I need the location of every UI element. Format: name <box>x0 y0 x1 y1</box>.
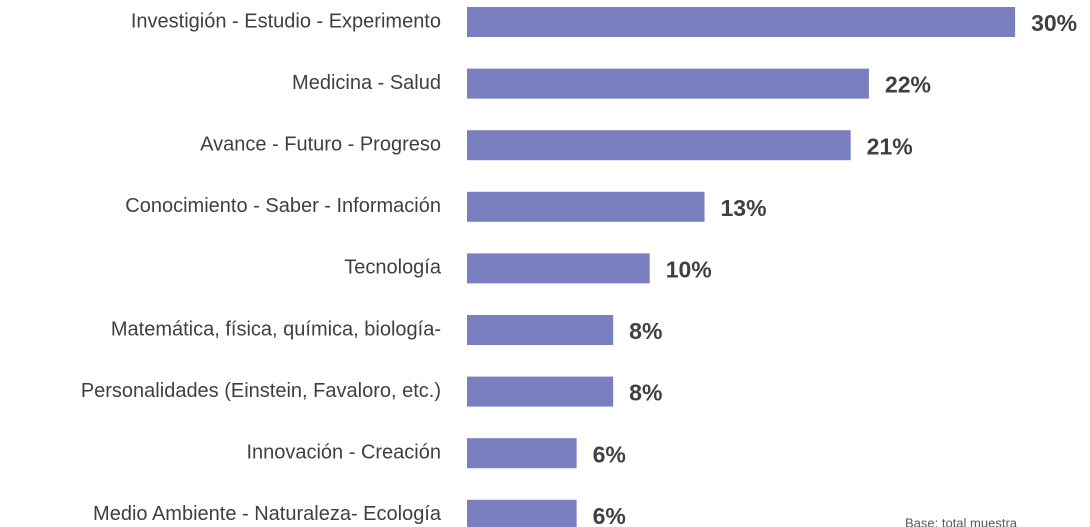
value-label: 30% <box>1031 10 1077 36</box>
value-label: 13% <box>721 195 767 221</box>
category-label: Avance - Futuro - Progreso <box>200 133 441 155</box>
value-label: 10% <box>666 256 712 282</box>
category-label: Medicina - Salud <box>292 72 441 94</box>
bar <box>467 191 705 222</box>
category-label: Matemática, física, química, biología- <box>111 318 441 340</box>
base-note: Base: total muestra <box>905 515 1018 527</box>
category-label: Investigión - Estudio - Experimento <box>131 10 441 32</box>
value-label: 8% <box>629 318 662 344</box>
bar <box>467 130 851 161</box>
category-label: Personalidades (Einstein, Favaloro, etc.… <box>81 380 441 402</box>
bar <box>467 438 577 469</box>
category-label: Innovación - Creación <box>246 441 441 463</box>
bar <box>467 7 1016 37</box>
bar <box>467 499 577 527</box>
bar <box>467 253 650 284</box>
category-label: Conocimiento - Saber - Información <box>125 195 441 217</box>
value-label: 6% <box>593 503 626 527</box>
category-label: Tecnología <box>344 257 442 279</box>
bar <box>467 376 614 407</box>
value-label: 21% <box>867 133 913 159</box>
value-label: 8% <box>629 380 662 406</box>
value-label: 6% <box>593 441 626 467</box>
bar <box>467 68 869 99</box>
value-label: 22% <box>885 72 931 98</box>
category-label: Medio Ambiente - Naturaleza- Ecología <box>93 503 442 525</box>
bar <box>467 315 614 345</box>
